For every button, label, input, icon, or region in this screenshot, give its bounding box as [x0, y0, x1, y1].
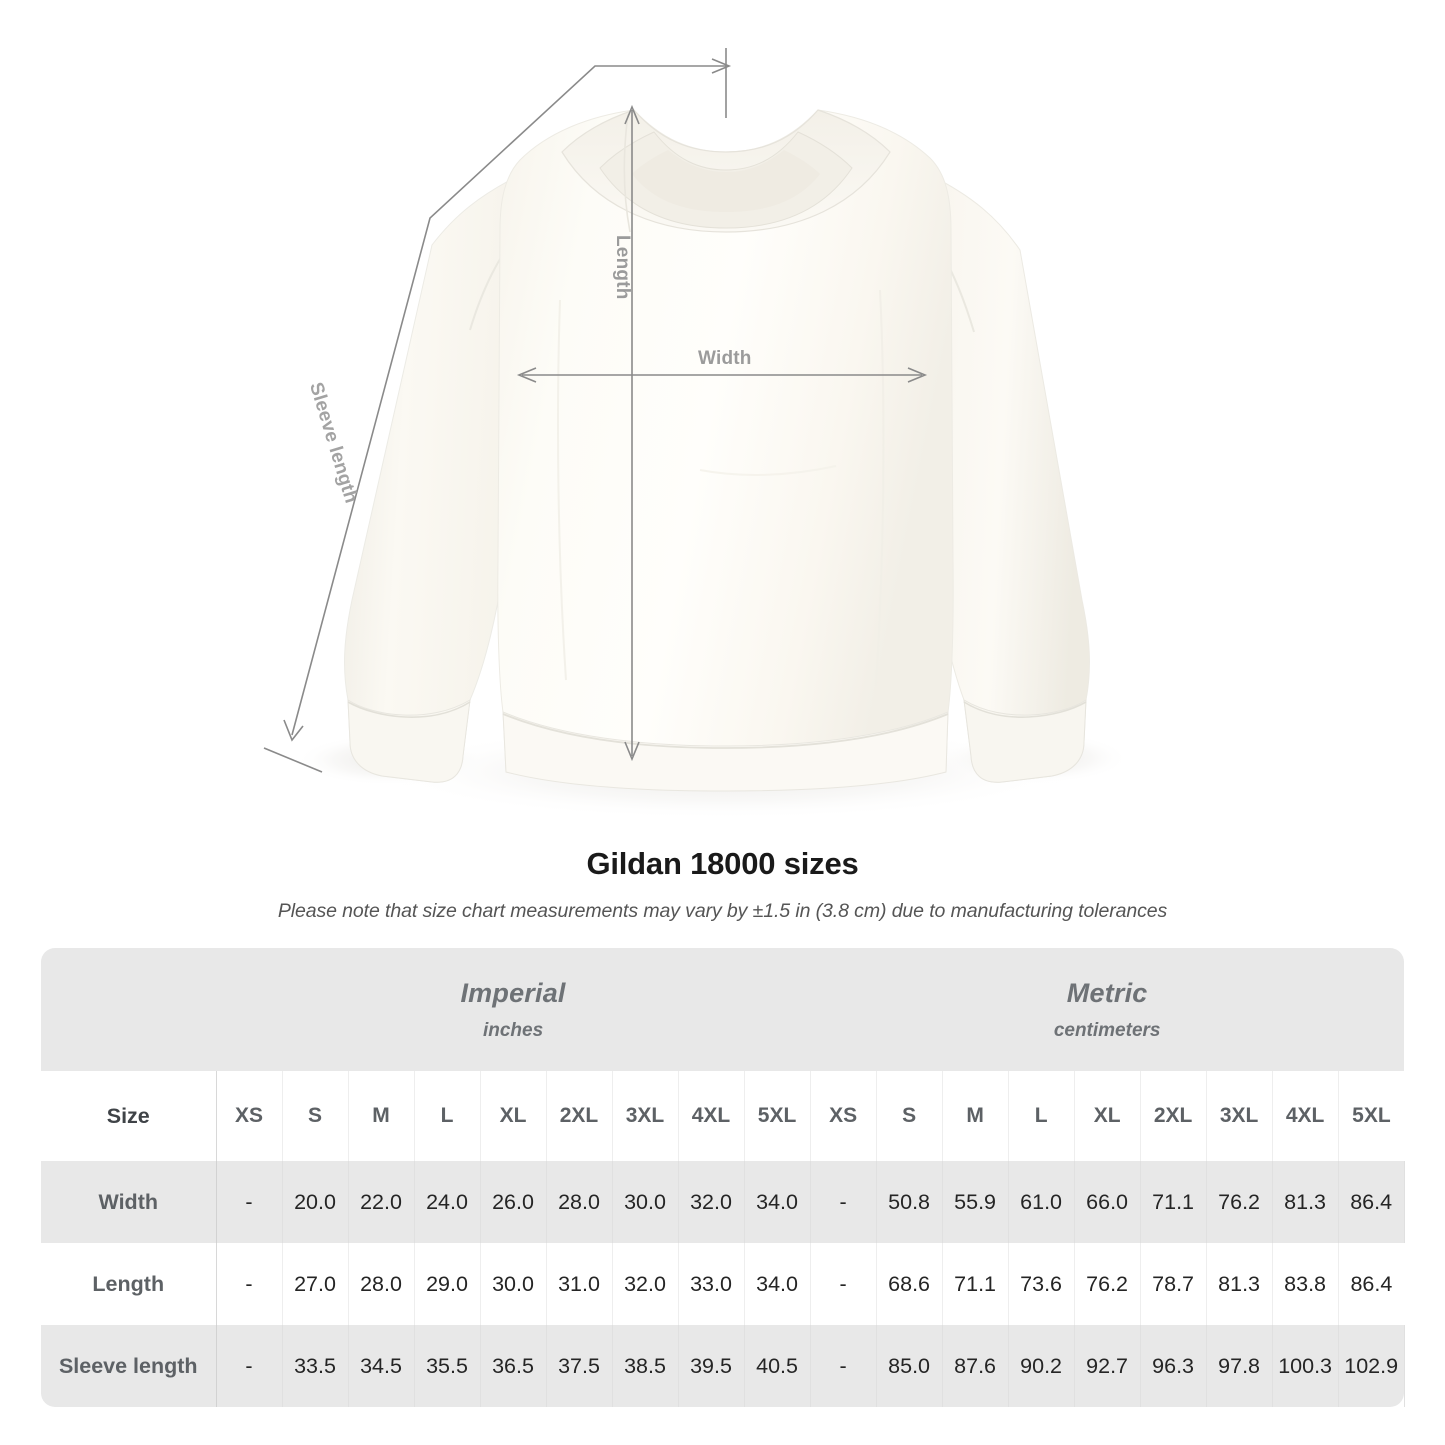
cell-imperial: 27.0 — [282, 1243, 349, 1325]
size-header-imperial-5xl: 5XL — [744, 1071, 811, 1161]
row-label-sleeve-length: Sleeve length — [41, 1325, 217, 1407]
cell-metric: 97.8 — [1206, 1325, 1273, 1407]
cell-metric: 76.2 — [1206, 1161, 1273, 1243]
cell-metric: - — [809, 1325, 877, 1407]
cell-metric: 73.6 — [1008, 1243, 1075, 1325]
unit-sub-imperial: inches — [482, 1019, 544, 1041]
cell-imperial: 28.0 — [546, 1161, 613, 1243]
cell-imperial: 28.0 — [348, 1243, 415, 1325]
cell-imperial: 32.0 — [678, 1161, 745, 1243]
row-label-length: Length — [41, 1243, 217, 1325]
size-header-imperial-4xl: 4XL — [678, 1071, 745, 1161]
size-header-metric-s: S — [876, 1071, 943, 1161]
cell-metric: 86.4 — [1338, 1243, 1405, 1325]
size-header-metric-xs: XS — [809, 1071, 877, 1161]
cell-imperial: 31.0 — [546, 1243, 613, 1325]
cell-imperial: 40.5 — [744, 1325, 811, 1407]
cell-metric: 83.8 — [1272, 1243, 1339, 1325]
cell-imperial: 33.5 — [282, 1325, 349, 1407]
unit-name-metric: Metric — [1066, 977, 1148, 1008]
table-row: Sleeve length -33.5 34.5 35.5 36.5 37.5 38.5 39… — [41, 1325, 1405, 1407]
size-chart-table: Imperial inches Metric centimeters Size X… — [41, 948, 1405, 1407]
size-header-metric-m: M — [942, 1071, 1009, 1161]
unit-header-imperial: Imperial inches — [216, 948, 811, 1071]
cell-imperial: 39.5 — [678, 1325, 745, 1407]
cell-metric: 100.3 — [1272, 1325, 1339, 1407]
cell-imperial: 30.0 — [480, 1243, 547, 1325]
unit-sub-metric: centimeters — [1053, 1019, 1161, 1041]
size-header-imperial-l: L — [414, 1071, 481, 1161]
cell-metric: 66.0 — [1074, 1161, 1141, 1243]
row-label-width: Width — [41, 1161, 217, 1243]
cell-metric: 50.8 — [876, 1161, 943, 1243]
cell-imperial: 35.5 — [414, 1325, 481, 1407]
cell-imperial: 34.0 — [744, 1161, 811, 1243]
cell-imperial: 34.5 — [348, 1325, 415, 1407]
size-header-metric-xl: XL — [1074, 1071, 1141, 1161]
cell-metric: 71.1 — [942, 1243, 1009, 1325]
cell-metric: 55.9 — [942, 1161, 1009, 1243]
cell-imperial: 37.5 — [546, 1325, 613, 1407]
title-block: Gildan 18000 sizes Please note that size… — [0, 846, 1445, 923]
size-chart-body: Width -20.0 22.0 24.0 26.0 28.0 30.0 32.0 34.0-5… — [41, 1161, 1405, 1407]
cell-imperial: 20.0 — [282, 1161, 349, 1243]
cell-metric: 86.4 — [1338, 1161, 1405, 1243]
page-title: Gildan 18000 sizes — [586, 846, 859, 881]
cell-imperial: - — [216, 1243, 283, 1325]
unit-name-imperial: Imperial — [460, 977, 566, 1008]
cell-imperial: - — [216, 1325, 283, 1407]
cell-metric: 68.6 — [876, 1243, 943, 1325]
cell-imperial: 24.0 — [414, 1161, 481, 1243]
cell-metric: 87.6 — [942, 1325, 1009, 1407]
cell-metric: 96.3 — [1140, 1325, 1207, 1407]
cell-metric: 81.3 — [1206, 1243, 1273, 1325]
tolerance-note: Please note that size chart measurements… — [277, 900, 1168, 922]
cell-metric: 90.2 — [1008, 1325, 1075, 1407]
size-header-imperial-3xl: 3XL — [612, 1071, 679, 1161]
unit-band-spacer — [41, 948, 216, 1071]
width-dimension-label: Width — [698, 348, 752, 369]
cell-metric: 71.1 — [1140, 1161, 1207, 1243]
cell-imperial: 38.5 — [612, 1325, 679, 1407]
cell-imperial: 29.0 — [414, 1243, 481, 1325]
cell-metric: 76.2 — [1074, 1243, 1141, 1325]
cell-imperial: 32.0 — [612, 1243, 679, 1325]
size-header-metric-l: L — [1008, 1071, 1075, 1161]
cell-imperial: 33.0 — [678, 1243, 745, 1325]
size-header-imperial-xs: XS — [216, 1071, 283, 1161]
size-header-metric-2xl: 2XL — [1140, 1071, 1207, 1161]
size-header-imperial-m: M — [348, 1071, 415, 1161]
table-row: Width -20.0 22.0 24.0 26.0 28.0 30.0 32.0 34.0-5… — [41, 1161, 1405, 1243]
size-header-row: Size XS S M L XL 2XL 3XL 4XL 5XL XS S M L XL 2XL 3XL 4XL 5… — [41, 1071, 1405, 1161]
cell-metric: - — [809, 1243, 877, 1325]
cell-metric: - — [809, 1161, 877, 1243]
size-column-header: Size — [41, 1071, 217, 1161]
size-header-metric-3xl: 3XL — [1206, 1071, 1273, 1161]
cell-metric: 81.3 — [1272, 1161, 1339, 1243]
cell-imperial: 22.0 — [348, 1161, 415, 1243]
sweatshirt-illustration — [263, 48, 1130, 820]
cell-metric: 92.7 — [1074, 1325, 1141, 1407]
size-header-imperial-s: S — [282, 1071, 349, 1161]
cell-metric: 61.0 — [1008, 1161, 1075, 1243]
size-header-imperial-2xl: 2XL — [546, 1071, 613, 1161]
unit-header-metric: Metric centimeters — [810, 948, 1405, 1071]
cell-imperial: 36.5 — [480, 1325, 547, 1407]
table-row: Length -27.0 28.0 29.0 30.0 31.0 32.0 33.0 34.0-… — [41, 1243, 1405, 1325]
unit-band-row: Imperial inches Metric centimeters — [41, 948, 1405, 1071]
size-header-imperial-xl: XL — [480, 1071, 547, 1161]
cell-metric: 85.0 — [876, 1325, 943, 1407]
cell-imperial: - — [216, 1161, 283, 1243]
garment-diagram: Length Width Sleeve length — [263, 48, 1130, 820]
size-header-metric-4xl: 4XL — [1272, 1071, 1339, 1161]
cell-metric: 78.7 — [1140, 1243, 1207, 1325]
size-header-metric-5xl: 5XL — [1338, 1071, 1405, 1161]
cell-imperial: 34.0 — [744, 1243, 811, 1325]
cell-imperial: 26.0 — [480, 1161, 547, 1243]
length-dimension-label: Length — [612, 235, 633, 300]
cell-imperial: 30.0 — [612, 1161, 679, 1243]
size-chart-table-wrapper: Imperial inches Metric centimeters Size X… — [41, 948, 1405, 1407]
cell-metric: 102.9 — [1338, 1325, 1405, 1407]
